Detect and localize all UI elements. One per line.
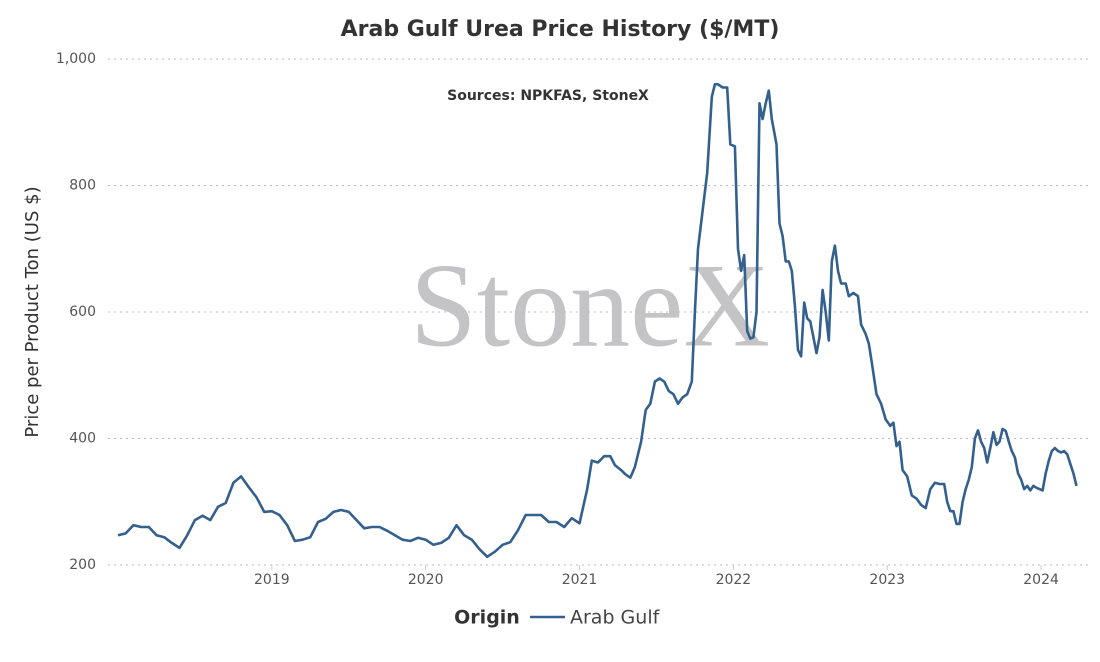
legend: Origin Arab Gulf (454, 607, 660, 629)
legend-title: Origin (454, 607, 520, 629)
subtitle: Sources: NPKFAS, StoneX (447, 88, 649, 104)
y-tick-label: 1,000 (56, 51, 96, 67)
x-tick-label: 2022 (716, 572, 752, 588)
y-tick-label: 800 (69, 178, 96, 194)
x-tick-label: 2023 (869, 572, 905, 588)
x-tick-label: 2019 (254, 572, 290, 588)
y-tick-label: 600 (69, 304, 96, 320)
y-axis-label: Price per Product Ton (US $) (22, 186, 43, 437)
x-tick-label: 2020 (408, 572, 444, 588)
y-tick-label: 200 (69, 557, 96, 573)
y-tick-label: 400 (69, 431, 96, 447)
x-tick-label: 2021 (562, 572, 598, 588)
watermark: StoneX (410, 239, 770, 372)
chart-title: Arab Gulf Urea Price History ($/MT) (341, 17, 780, 42)
legend-label: Arab Gulf (570, 607, 661, 629)
x-tick-label: 2024 (1023, 572, 1059, 588)
series-line (117, 83, 1078, 559)
